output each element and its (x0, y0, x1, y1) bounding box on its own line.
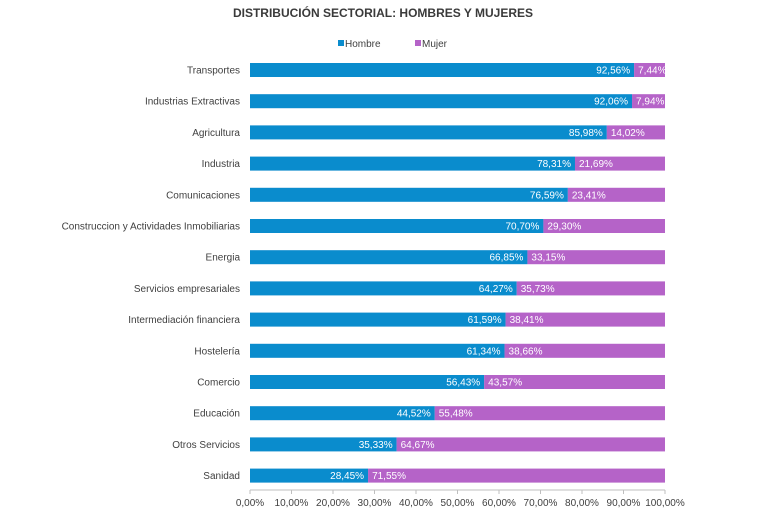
data-label-hombre: 28,45% (330, 471, 364, 482)
x-tick-label: 20,00% (316, 498, 350, 509)
data-labels: 92,56% 7,44% 92,06% 7,94% 85,98% 14,02% 78,31%… (330, 66, 666, 483)
x-axis: 0,00% 10,00% 20,00% 30,00% 40,00% 50,00% 60,00… (236, 489, 685, 509)
bar-hombre (250, 312, 506, 327)
bar-mujer (504, 343, 665, 358)
bar-hombre (250, 187, 568, 202)
bar-hombre (250, 250, 528, 265)
x-tick-label: 40,00% (399, 498, 433, 509)
x-tick-label: 90,00% (607, 498, 641, 509)
bar-mujer (634, 63, 665, 77)
bar-hombre (250, 94, 633, 109)
data-label-hombre: 64,27% (479, 284, 513, 295)
bar-hombre (250, 406, 435, 421)
data-label-mujer: 55,48% (439, 409, 473, 420)
category-labels: Transportes Industrias Extractivas Agricul… (62, 66, 241, 483)
category-label: Intermediación financiera (128, 315, 240, 326)
x-tick-label: 50,00% (441, 498, 475, 509)
x-tick-label: 100,00% (645, 498, 685, 509)
data-label-mujer: 71,55% (372, 471, 406, 482)
chart-title: DISTRIBUCIÓN SECTORIAL: HOMBRES Y MUJERE… (233, 5, 533, 20)
data-label-mujer: 7,44% (638, 66, 666, 77)
x-tick-label: 70,00% (524, 498, 558, 509)
data-label-hombre: 76,59% (530, 190, 564, 201)
x-tick-label: 0,00% (236, 498, 264, 509)
category-label: Industrias Extractivas (145, 97, 240, 108)
category-label: Construccion y Actividades Inmobiliarias (62, 222, 240, 233)
data-label-hombre: 56,43% (446, 378, 480, 389)
bar-mujer (368, 468, 665, 483)
category-label: Industria (202, 159, 241, 170)
bar-mujer (505, 312, 665, 327)
bar-mujer (632, 94, 665, 109)
data-label-mujer: 64,67% (401, 440, 435, 451)
legend-swatch-hombre (338, 40, 344, 46)
bar-hombre (250, 375, 485, 389)
x-tick-label: 80,00% (565, 498, 599, 509)
legend-swatch-mujer (415, 40, 421, 46)
data-label-mujer: 38,66% (509, 346, 543, 357)
legend: Hombre Mujer (338, 39, 448, 50)
bar-hombre (250, 343, 505, 358)
data-label-mujer: 21,69% (579, 159, 613, 170)
data-label-mujer: 23,41% (572, 190, 606, 201)
bar-mujer (567, 187, 665, 202)
bar-mujer (484, 375, 665, 389)
data-label-hombre: 85,98% (569, 128, 603, 139)
bar-mujer (606, 125, 665, 140)
bar-hombre (250, 156, 575, 171)
legend-label-hombre: Hombre (345, 39, 381, 50)
bar-hombre (250, 125, 607, 140)
bar-hombre (250, 437, 397, 452)
category-label: Hostelería (194, 346, 240, 357)
category-label: Educación (193, 409, 240, 420)
bar-hombre (250, 63, 635, 77)
data-label-hombre: 70,70% (505, 222, 539, 233)
bar-hombre (250, 468, 369, 483)
bars (250, 63, 665, 483)
data-label-hombre: 35,33% (359, 440, 393, 451)
legend-label-mujer: Mujer (422, 39, 448, 50)
data-label-mujer: 43,57% (488, 378, 522, 389)
bar-mujer (574, 156, 665, 171)
bar-mujer (396, 437, 665, 452)
x-tick-label: 10,00% (275, 498, 309, 509)
data-label-hombre: 61,59% (468, 315, 502, 326)
data-label-mujer: 29,30% (547, 222, 581, 233)
category-label: Sanidad (203, 471, 240, 482)
bar-mujer (516, 281, 665, 296)
data-label-hombre: 92,06% (594, 97, 628, 108)
category-label: Comunicaciones (166, 190, 240, 201)
data-label-hombre: 66,85% (490, 253, 524, 264)
category-label: Comercio (197, 378, 240, 389)
bar-mujer (434, 406, 665, 421)
category-label: Agricultura (192, 128, 240, 139)
data-label-mujer: 38,41% (510, 315, 544, 326)
x-tick-label: 60,00% (482, 498, 516, 509)
category-label: Servicios empresariales (134, 284, 240, 295)
data-label-mujer: 14,02% (611, 128, 645, 139)
category-label: Transportes (187, 66, 240, 77)
category-label: Energia (206, 253, 241, 264)
category-label: Otros Servicios (172, 440, 240, 451)
data-label-mujer: 35,73% (521, 284, 555, 295)
data-label-hombre: 44,52% (397, 409, 431, 420)
data-label-hombre: 92,56% (596, 66, 630, 77)
data-label-hombre: 78,31% (537, 159, 571, 170)
data-label-hombre: 61,34% (467, 346, 501, 357)
bar-mujer (527, 250, 665, 265)
bar-hombre (250, 281, 517, 296)
bar-hombre (250, 219, 544, 233)
data-label-mujer: 7,94% (636, 97, 664, 108)
x-tick-label: 30,00% (358, 498, 392, 509)
data-label-mujer: 33,15% (531, 253, 565, 264)
bar-mujer (543, 219, 665, 233)
